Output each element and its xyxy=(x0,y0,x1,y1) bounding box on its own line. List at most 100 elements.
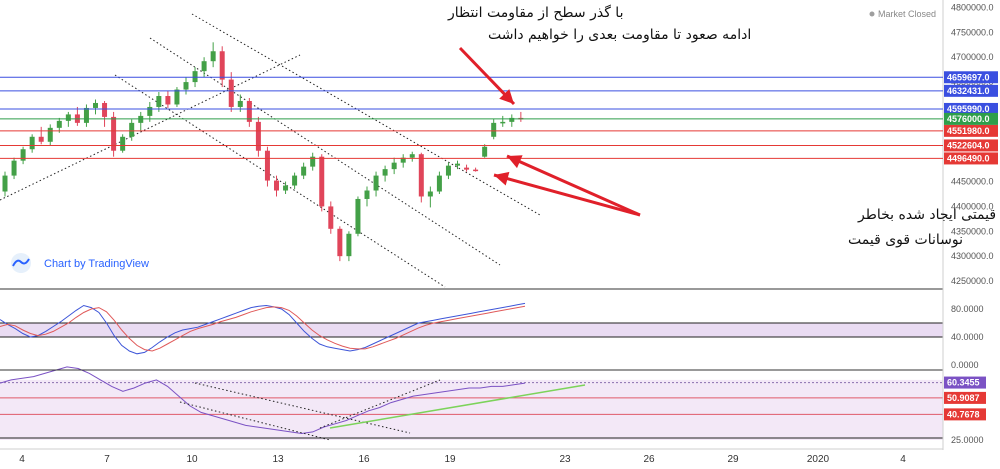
candle[interactable] xyxy=(500,115,506,127)
rsi-box xyxy=(944,391,986,404)
candle[interactable] xyxy=(364,186,370,207)
candle[interactable] xyxy=(283,181,289,194)
candle[interactable] xyxy=(47,124,53,146)
candle[interactable] xyxy=(219,46,225,88)
candle[interactable] xyxy=(83,104,89,127)
candle[interactable] xyxy=(102,100,108,127)
rsi-value-box: 50.9087 xyxy=(944,391,986,404)
candle[interactable] xyxy=(38,126,44,145)
annotation-line-2: ادامه صعود تا مقاومت بعدی را خواهیم داشت xyxy=(488,27,751,43)
trend-channel-line[interactable] xyxy=(149,37,501,266)
candle[interactable] xyxy=(328,201,334,234)
time-tick-label: 16 xyxy=(358,454,370,465)
candle[interactable] xyxy=(400,154,406,168)
candle[interactable] xyxy=(482,144,488,158)
candle-body xyxy=(11,160,17,176)
rsi-trend-line[interactable] xyxy=(179,401,331,441)
candle-body xyxy=(174,89,180,105)
candle[interactable] xyxy=(264,146,270,187)
time-tick-label: 26 xyxy=(643,454,655,465)
support-level-box xyxy=(944,124,998,137)
candle-body xyxy=(482,146,488,157)
rsi-trend-line[interactable] xyxy=(194,382,411,434)
candle[interactable] xyxy=(436,171,442,194)
candle[interactable] xyxy=(418,152,424,203)
candle[interactable] xyxy=(382,165,388,182)
candle-body xyxy=(310,156,316,167)
resistance-level-value-box: 4632431.0 xyxy=(944,84,998,97)
candle[interactable] xyxy=(129,119,135,141)
time-tick-label: 7 xyxy=(104,454,110,465)
candle[interactable] xyxy=(29,134,35,153)
candle[interactable] xyxy=(301,162,307,180)
support-level-box xyxy=(944,152,998,165)
candle[interactable] xyxy=(165,91,171,108)
candle[interactable] xyxy=(56,117,62,133)
candle[interactable] xyxy=(491,118,497,140)
candle-body xyxy=(409,154,415,158)
candle-body xyxy=(337,228,343,257)
candle[interactable] xyxy=(2,171,8,197)
candle-body xyxy=(464,167,470,170)
candle[interactable] xyxy=(455,160,460,170)
trend-channel-line[interactable] xyxy=(114,74,446,288)
candle-body xyxy=(509,117,515,122)
candle[interactable] xyxy=(473,167,479,172)
candle[interactable] xyxy=(373,171,379,197)
resistance-level-value-box: 4659697.0 xyxy=(944,71,998,84)
candle[interactable] xyxy=(183,77,189,95)
candle[interactable] xyxy=(93,99,98,115)
candle[interactable] xyxy=(319,154,325,212)
candle-body xyxy=(165,96,171,105)
candle-body xyxy=(301,166,307,176)
candle-body xyxy=(192,71,198,83)
resistance-level-box xyxy=(944,84,998,97)
price-tick-label: 4250000.0 xyxy=(951,276,994,286)
candle[interactable] xyxy=(255,116,261,157)
candle[interactable] xyxy=(11,157,17,180)
candle-body xyxy=(102,102,108,117)
candle-body xyxy=(246,100,252,122)
candle-body xyxy=(373,175,379,191)
candle[interactable] xyxy=(310,152,316,171)
candle[interactable] xyxy=(246,98,252,127)
rsi-trend-line[interactable] xyxy=(319,379,441,429)
time-tick-label: 4 xyxy=(19,454,25,465)
price-panel[interactable] xyxy=(0,13,541,288)
candle[interactable] xyxy=(292,172,298,190)
candle[interactable] xyxy=(427,186,433,208)
support-level-box xyxy=(944,139,998,152)
market-status-label: Market Closed xyxy=(878,9,936,19)
rsi-value-label: 50.9087 xyxy=(947,393,980,403)
gap-arrow-upper xyxy=(506,154,641,217)
trend-channel-line[interactable] xyxy=(191,13,541,216)
candle[interactable] xyxy=(355,196,361,237)
candle[interactable] xyxy=(210,42,216,68)
last-price-value-box: 4576000.0 xyxy=(944,112,998,125)
candle-body xyxy=(391,162,397,170)
candle[interactable] xyxy=(174,87,180,107)
rsi-value-box: 60.3455 xyxy=(944,376,986,389)
candle[interactable] xyxy=(509,114,515,127)
candle[interactable] xyxy=(409,151,415,162)
candle[interactable] xyxy=(346,231,352,262)
candle[interactable] xyxy=(337,226,343,262)
candle[interactable] xyxy=(464,164,470,172)
market-status: Market Closed xyxy=(869,9,936,19)
candle[interactable] xyxy=(201,57,207,78)
candle-body xyxy=(346,233,352,257)
time-axis[interactable]: 4 7 10 13 16 19 23 26 29 2020 4 xyxy=(19,454,906,465)
candle-body xyxy=(364,190,370,199)
level-lines: 4659697.0 4632431.0 4595990.0 4551980.0 4522… xyxy=(0,71,998,165)
rsi-support-trendline[interactable] xyxy=(329,384,586,429)
tradingview-watermark[interactable]: Chart by TradingView xyxy=(11,253,149,273)
candle[interactable] xyxy=(445,162,451,180)
candle[interactable] xyxy=(274,175,279,197)
candle[interactable] xyxy=(228,72,234,112)
candle-body xyxy=(264,150,270,181)
candle[interactable] xyxy=(20,146,26,165)
candle[interactable] xyxy=(120,134,126,153)
candle[interactable] xyxy=(391,157,397,175)
gap-annotation: گپ های قیمتی ایجاد شده بخاطر نوسانات قوی… xyxy=(848,206,1000,248)
